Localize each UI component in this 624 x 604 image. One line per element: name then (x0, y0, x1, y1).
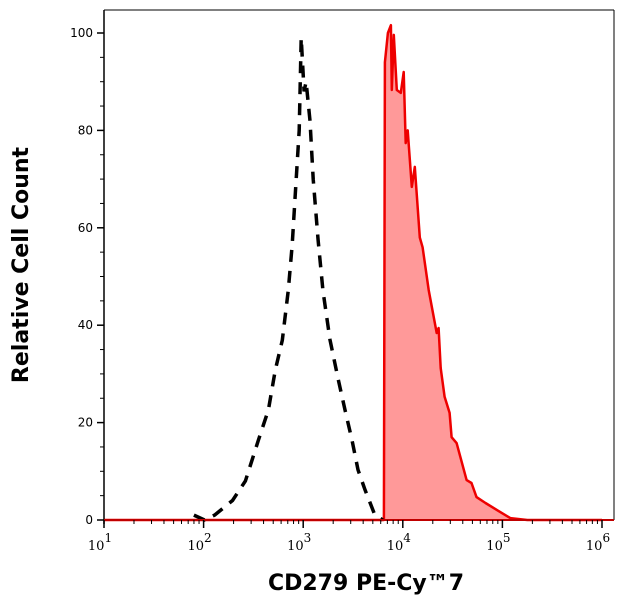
x-tick-base: 10 (287, 539, 304, 554)
x-tick-base: 10 (88, 539, 105, 554)
plot-frame (103, 9, 615, 524)
y-tick-label: 0 (85, 513, 93, 527)
y-tick-label: 60 (78, 221, 93, 235)
x-axis-title: CD279 PE-Cy™7 (268, 571, 464, 596)
series-line-1 (104, 23, 602, 522)
x-tick-label: 104 (387, 531, 412, 554)
x-tick-label: 106 (586, 531, 610, 554)
y-axis-title: Relative Cell Count (9, 146, 34, 383)
y-axis-ticks: 0 20 40 60 80 100 (70, 26, 104, 527)
x-tick-label: 103 (287, 531, 311, 554)
x-tick-exponent: 3 (304, 531, 312, 545)
x-tick-label: 101 (88, 531, 112, 554)
y-tick-label: 80 (78, 123, 93, 137)
x-tick-base: 10 (486, 539, 503, 554)
x-tick-label: 105 (486, 531, 510, 554)
x-tick-base: 10 (387, 539, 404, 554)
x-tick-base: 10 (586, 539, 603, 554)
series-layer (104, 23, 602, 522)
x-tick-exponent: 2 (204, 531, 212, 545)
x-tick-exponent: 1 (104, 531, 112, 545)
y-tick-label: 20 (78, 416, 93, 430)
x-tick-label: 102 (188, 531, 212, 554)
y-tick-label: 40 (78, 318, 93, 332)
x-tick-base: 10 (188, 539, 205, 554)
x-tick-exponent: 5 (503, 531, 511, 545)
x-tick-exponent: 6 (602, 531, 610, 545)
x-tick-exponent: 4 (403, 531, 411, 545)
y-tick-label: 100 (70, 26, 93, 40)
series-line-0 (193, 37, 384, 522)
